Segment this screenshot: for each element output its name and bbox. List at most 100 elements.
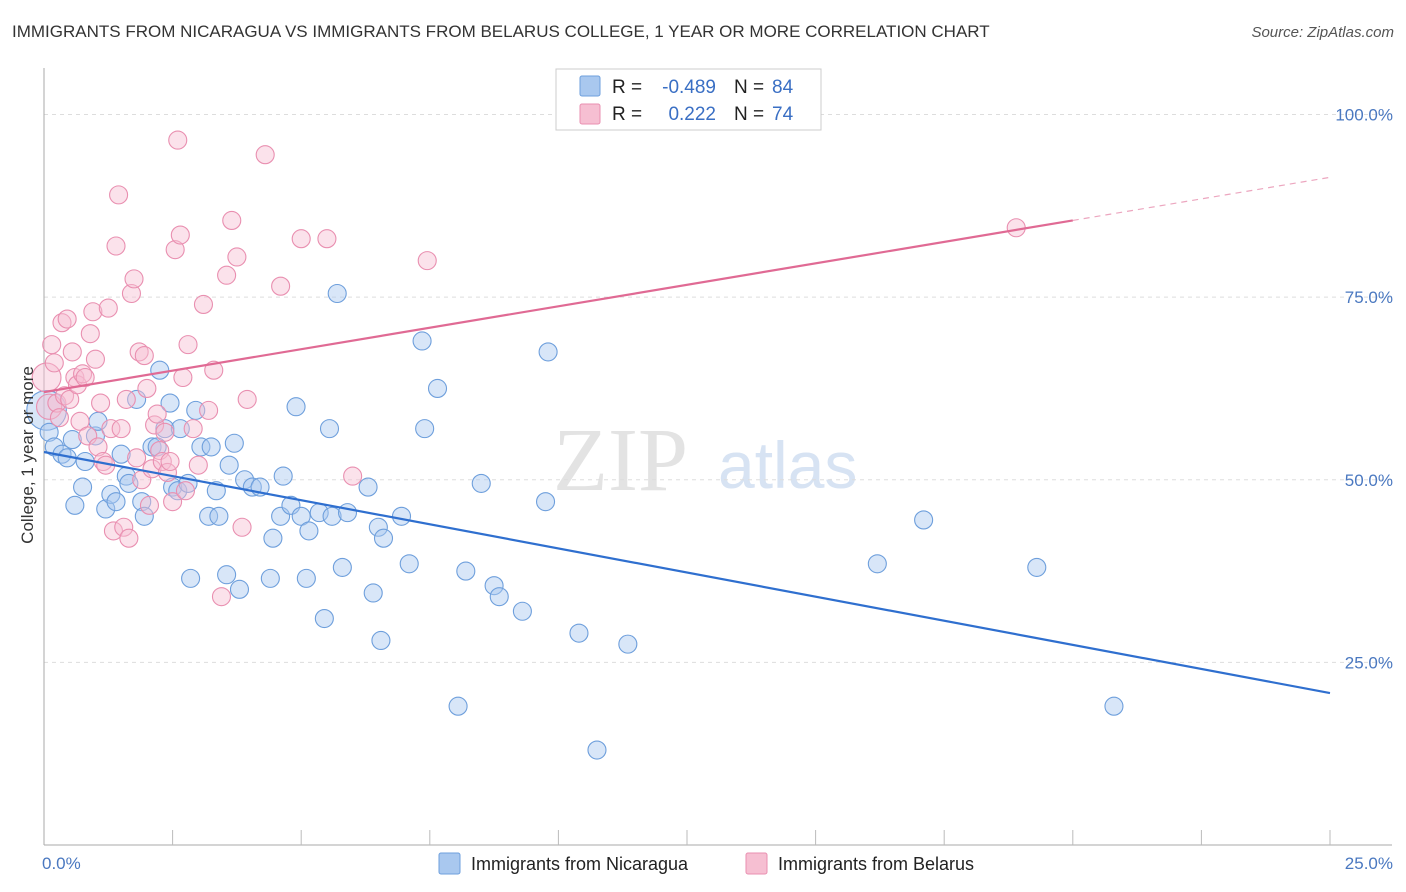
nicaragua-point [489, 587, 509, 607]
nicaragua-point [73, 477, 93, 497]
belarus-point [188, 455, 208, 475]
belarus-point [222, 210, 242, 230]
nicaragua-point [371, 630, 391, 651]
chart-title: IMMIGRANTS FROM NICARAGUA VS IMMIGRANTS … [12, 22, 990, 41]
belarus-point [291, 229, 311, 249]
bottom-legend-swatch-nicaragua [438, 852, 461, 875]
belarus-point [417, 251, 437, 271]
x-tick-label-left: 0.0% [42, 854, 81, 873]
legend-r-value-2: 0.222 [668, 104, 716, 125]
nicaragua-point [512, 601, 532, 621]
nicaragua-point [337, 503, 358, 523]
x-tick-label-right: 25.0% [1345, 854, 1393, 873]
nicaragua-point [299, 521, 319, 541]
nicaragua-point [569, 623, 589, 643]
legend-swatch-nicaragua [579, 75, 601, 97]
nicaragua-point [618, 634, 638, 654]
nicaragua-point [484, 576, 504, 596]
correlation-legend: R = -0.489 N = 84 R = 0.222 N = 74 [555, 68, 822, 131]
belarus-point [52, 313, 72, 333]
belarus-point [119, 528, 139, 548]
nicaragua-trend-line [43, 450, 1331, 695]
nicaragua-point [867, 554, 887, 574]
belarus-point [227, 247, 247, 267]
nicaragua-point [399, 554, 419, 574]
belarus-point [103, 521, 123, 541]
belarus-point [127, 448, 147, 468]
nicaragua-point [456, 561, 476, 581]
nicaragua-point [448, 696, 468, 716]
nicaragua-point [373, 528, 394, 548]
nicaragua-point [412, 331, 432, 351]
nicaragua-point [314, 609, 334, 629]
nicaragua-point [1104, 696, 1124, 716]
belarus-point [55, 386, 75, 406]
belarus-point [42, 335, 62, 355]
belarus-trend-extension [1072, 176, 1331, 222]
nicaragua-point [111, 444, 131, 464]
nicaragua-point [914, 510, 934, 530]
belarus-point [62, 342, 82, 362]
belarus-point [129, 342, 149, 362]
nicaragua-point [263, 528, 283, 548]
source-credit: Source: ZipAtlas.com [1251, 24, 1394, 41]
belarus-point [80, 324, 100, 344]
nicaragua-point [427, 378, 448, 399]
y-tick-label: 75.0% [1345, 288, 1393, 307]
bottom-legend-label-nicaragua: Immigrants from Nicaragua [471, 854, 689, 874]
belarus-point [343, 466, 363, 486]
nicaragua-point [219, 455, 239, 475]
belarus-point [109, 185, 129, 205]
belarus-trend-line [43, 219, 1073, 394]
belarus-point [165, 240, 185, 260]
belarus-point [83, 302, 103, 322]
legend-r-label-1: R = [612, 77, 642, 98]
belarus-point [175, 481, 196, 501]
nicaragua-point [332, 557, 352, 577]
nicaragua-point [229, 579, 250, 599]
belarus-point [193, 294, 214, 314]
belarus-point [101, 419, 121, 439]
belarus-point [199, 400, 219, 420]
belarus-point [73, 364, 93, 384]
nicaragua-point [286, 397, 306, 417]
nicaragua-point [62, 430, 82, 450]
belarus-point [163, 492, 183, 512]
belarus-point [139, 495, 160, 515]
belarus-point [155, 422, 175, 442]
bottom-legend-swatch-belarus [745, 852, 768, 875]
nicaragua-point [85, 426, 105, 446]
belarus-point [49, 408, 69, 428]
belarus-point [183, 419, 203, 439]
belarus-point [160, 451, 180, 472]
nicaragua-point [191, 437, 211, 457]
legend-r-label-2: R = [612, 104, 642, 125]
belarus-point [137, 378, 157, 399]
belarus-point [75, 367, 95, 388]
belarus-point [134, 346, 154, 366]
belarus-point [44, 353, 64, 373]
nicaragua-point [224, 433, 244, 453]
belarus-point [106, 236, 126, 256]
nicaragua-point [358, 477, 378, 497]
gridlines [44, 114, 1392, 663]
legend-swatch-belarus [579, 103, 601, 125]
nicaragua-point [217, 565, 237, 585]
nicaragua-point [201, 437, 221, 457]
belarus-point [232, 517, 252, 537]
y-tick-label: 50.0% [1345, 471, 1393, 490]
trend-lines [43, 176, 1331, 695]
legend-n-label-1: N = [734, 77, 764, 98]
nicaragua-point [538, 342, 558, 362]
legend-n-value-2: 74 [772, 104, 794, 125]
nicaragua-point [1027, 557, 1047, 577]
y-axis-title: College, 1 year or more [18, 366, 37, 544]
legend-r-value-1: -0.489 [662, 77, 716, 98]
y-tick-label: 25.0% [1345, 653, 1393, 672]
nicaragua-point [199, 506, 219, 526]
nicaragua-point [181, 568, 201, 588]
belarus-point [98, 298, 118, 318]
bottom-legend-label-belarus: Immigrants from Belarus [778, 854, 974, 874]
nicaragua-point [39, 422, 59, 442]
belarus-point [237, 389, 257, 409]
